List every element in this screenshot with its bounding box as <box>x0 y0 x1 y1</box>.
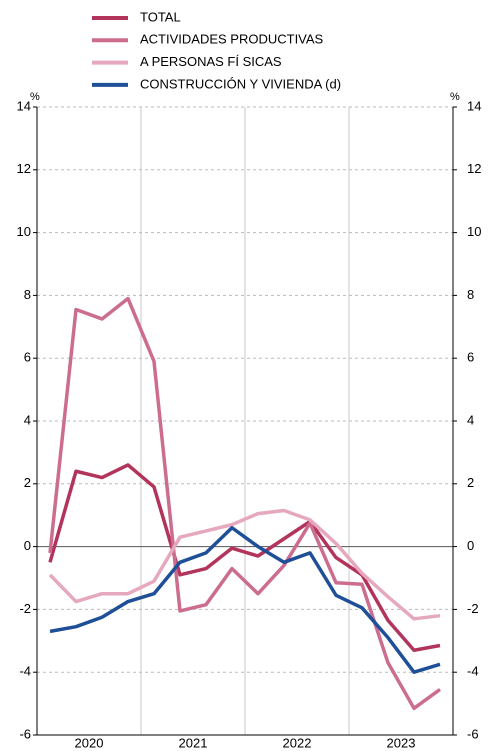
y-tick-label: 8 <box>24 287 31 302</box>
y2-tick-label: -6 <box>467 726 479 741</box>
y2-tick-label: -2 <box>467 601 479 616</box>
y2-tick-label: 8 <box>467 287 474 302</box>
series-line <box>48 508 441 621</box>
y2-tick-label: -4 <box>467 664 479 679</box>
y2-tick-label: 0 <box>467 538 474 553</box>
y-tick-label: 12 <box>17 161 31 176</box>
y-tick-label: -2 <box>19 601 31 616</box>
y-tick-label: 6 <box>24 350 31 365</box>
y-tick-label: 2 <box>24 475 31 490</box>
legend-label: CONSTRUCCIÓN Y VIVIENDA (d) <box>140 76 341 91</box>
y2-tick-label: 2 <box>467 475 474 490</box>
y2-tick-label: 6 <box>467 350 474 365</box>
y-tick-label: -4 <box>19 664 31 679</box>
x-tick-label: 2020 <box>75 735 104 750</box>
y-tick-label: 14 <box>17 98 31 113</box>
x-tick-label: 2023 <box>387 735 416 750</box>
y-unit: % <box>30 91 40 103</box>
y-tick-label: 0 <box>24 538 31 553</box>
series-line <box>49 526 441 674</box>
y2-unit: % <box>450 91 460 103</box>
y2-tick-label: 10 <box>467 224 481 239</box>
y2-tick-label: 12 <box>467 161 481 176</box>
legend-label: A PERSONAS FÍ SICAS <box>140 54 282 69</box>
y-tick-label: -6 <box>19 726 31 741</box>
y2-tick-label: 4 <box>467 412 474 427</box>
y-tick-label: 4 <box>24 412 31 427</box>
y2-tick-label: 14 <box>467 98 481 113</box>
series-line <box>48 463 441 652</box>
x-tick-label: 2021 <box>179 735 208 750</box>
y-tick-label: 10 <box>17 224 31 239</box>
x-tick-label: 2022 <box>283 735 312 750</box>
legend-label: TOTAL <box>140 9 181 24</box>
legend-label: ACTIVIDADES PRODUCTIVAS <box>140 32 324 47</box>
